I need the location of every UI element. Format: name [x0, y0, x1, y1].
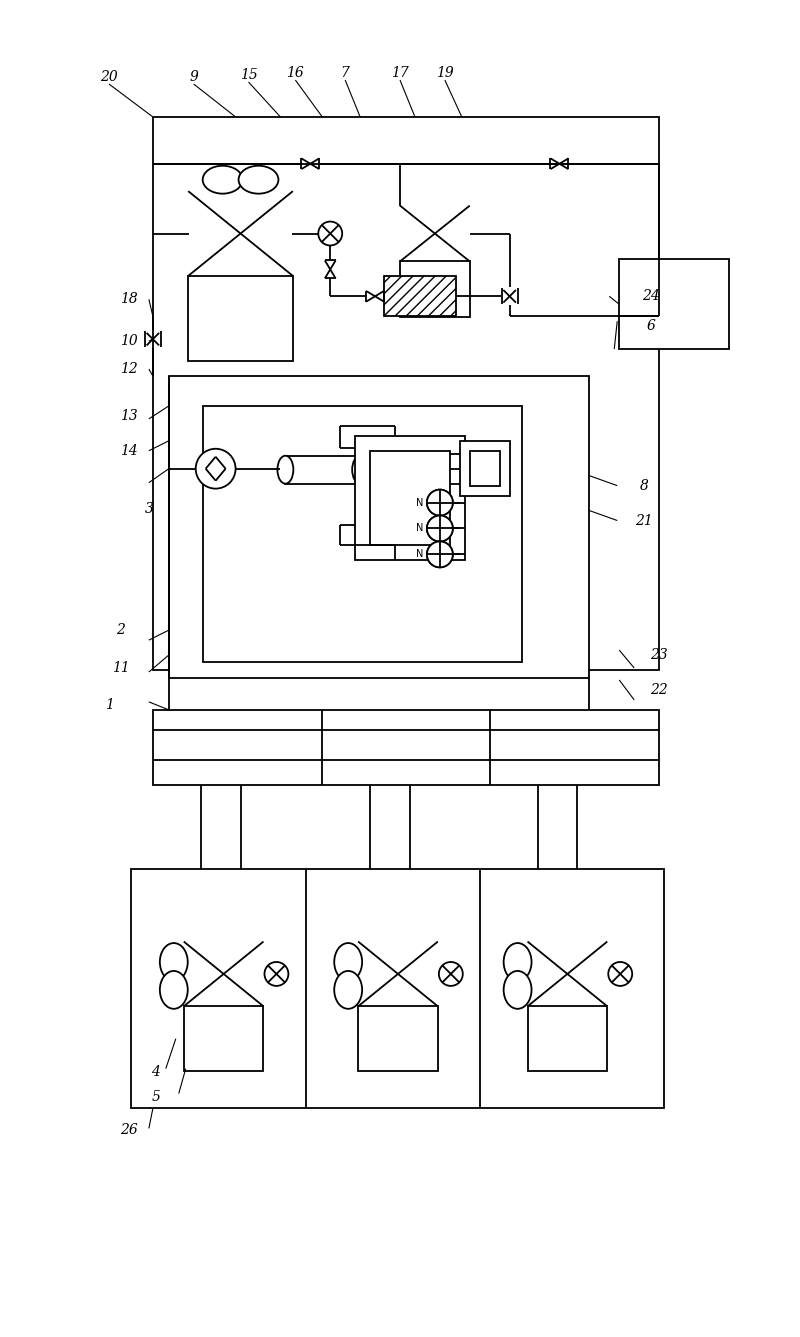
Ellipse shape — [334, 971, 362, 1009]
Bar — [188, 275, 293, 361]
Circle shape — [318, 222, 342, 246]
Ellipse shape — [334, 943, 362, 981]
Text: 18: 18 — [120, 293, 138, 306]
Circle shape — [427, 541, 453, 567]
Ellipse shape — [160, 971, 188, 1009]
Text: 19: 19 — [436, 66, 454, 80]
Bar — [358, 1007, 438, 1071]
Text: N: N — [416, 524, 424, 533]
Ellipse shape — [504, 971, 531, 1009]
Text: 2: 2 — [117, 623, 126, 638]
Bar — [131, 869, 664, 1108]
Bar — [153, 116, 659, 670]
Text: 17: 17 — [391, 66, 409, 80]
Ellipse shape — [504, 943, 531, 981]
Text: 23: 23 — [650, 648, 668, 662]
Text: 5: 5 — [151, 1090, 160, 1103]
Circle shape — [427, 516, 453, 541]
Text: 26: 26 — [120, 1123, 138, 1138]
Text: 12: 12 — [120, 362, 138, 376]
Text: 10: 10 — [120, 334, 138, 348]
Text: 13: 13 — [120, 409, 138, 422]
Circle shape — [439, 963, 462, 985]
Text: 24: 24 — [642, 289, 660, 303]
Bar — [470, 451, 500, 485]
Bar — [355, 436, 465, 560]
Circle shape — [427, 489, 453, 516]
Wedge shape — [440, 489, 453, 516]
Text: N: N — [416, 497, 424, 508]
Text: 3: 3 — [145, 501, 154, 516]
Text: 20: 20 — [100, 70, 118, 84]
Text: 7: 7 — [341, 66, 350, 80]
Wedge shape — [440, 516, 453, 541]
Wedge shape — [440, 541, 453, 567]
Text: 8: 8 — [640, 479, 649, 492]
Bar — [153, 710, 659, 785]
Circle shape — [427, 541, 453, 567]
Bar — [400, 262, 470, 317]
Bar — [460, 441, 510, 496]
Circle shape — [265, 963, 288, 985]
Circle shape — [196, 449, 235, 488]
Bar — [169, 376, 590, 678]
Ellipse shape — [278, 456, 294, 484]
Text: 6: 6 — [646, 320, 655, 333]
Text: 9: 9 — [190, 70, 198, 84]
Bar — [384, 277, 456, 317]
Circle shape — [608, 963, 632, 985]
Ellipse shape — [160, 943, 188, 981]
Ellipse shape — [202, 166, 242, 194]
Text: N: N — [416, 550, 424, 559]
Text: 16: 16 — [286, 66, 304, 80]
Bar — [202, 406, 522, 662]
Text: 14: 14 — [120, 444, 138, 457]
Ellipse shape — [238, 166, 278, 194]
Bar — [184, 1007, 263, 1071]
Bar — [286, 456, 360, 484]
Text: 11: 11 — [112, 660, 130, 675]
Circle shape — [427, 516, 453, 541]
Ellipse shape — [352, 456, 368, 484]
Bar — [619, 259, 729, 349]
Text: 21: 21 — [635, 513, 653, 528]
Bar — [370, 451, 450, 545]
Text: 1: 1 — [105, 698, 114, 711]
Text: 15: 15 — [240, 68, 258, 82]
Text: 4: 4 — [151, 1064, 160, 1079]
Bar — [527, 1007, 607, 1071]
Text: 22: 22 — [650, 683, 668, 697]
Circle shape — [427, 489, 453, 516]
